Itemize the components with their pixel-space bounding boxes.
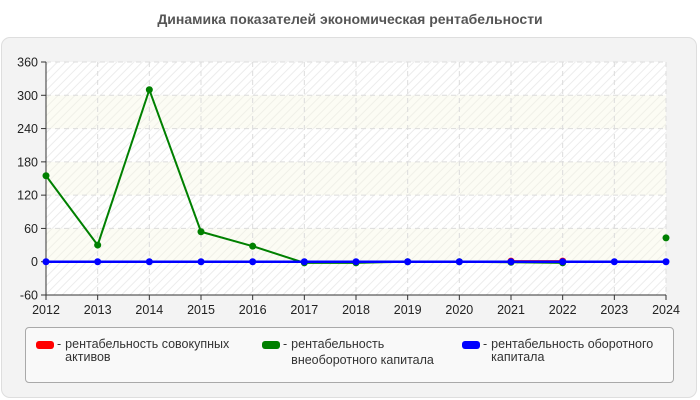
legend-item-noncurrent-capital[interactable]: - рентабельность внеоборотного капитала [262,338,434,367]
svg-text:2018: 2018 [342,303,370,317]
svg-text:2017: 2017 [290,303,318,317]
legend-dash: - [57,337,62,351]
svg-text:-60: -60 [20,289,38,303]
legend-swatch-blue [462,341,480,349]
svg-text:120: 120 [17,189,38,203]
svg-text:0: 0 [31,255,38,269]
legend-dash: - [283,337,288,351]
legend-swatch-red [36,341,54,349]
svg-text:360: 360 [17,56,38,70]
svg-text:300: 300 [17,89,38,103]
svg-text:60: 60 [24,222,38,236]
svg-text:180: 180 [17,155,38,169]
legend-label-line1: рентабельность оборотного [491,337,654,351]
svg-text:2022: 2022 [549,303,577,317]
svg-text:2019: 2019 [394,303,422,317]
series-2 [42,258,670,266]
svg-text:2015: 2015 [187,303,215,317]
svg-text:2014: 2014 [135,303,163,317]
legend-label: рентабельность совокупных активов [65,338,229,364]
x-axis-tick-labels: 2012 2013 2014 2015 2016 2017 2018 2019 2020 2021… [32,303,680,317]
gridlines [46,61,667,295]
svg-text:2021: 2021 [497,303,525,317]
svg-text:2024: 2024 [652,303,680,317]
legend-label-line2: активов [65,350,111,364]
legend-label-line1: рентабельность [291,337,385,351]
legend-item-total-assets[interactable]: - рентабельность совокупных активов [36,338,229,364]
data-series [42,86,670,267]
chart-title: Динамика показателей экономическая рента… [157,11,543,27]
legend-label: рентабельность оборотного капитала [491,338,653,364]
svg-text:2020: 2020 [445,303,473,317]
legend-label: рентабельность внеоборотного капитала [291,338,434,367]
legend-swatch-green [262,341,280,349]
legend-item-current-capital[interactable]: - рентабельность оборотного капитала [462,338,653,364]
svg-text:2016: 2016 [239,303,267,317]
svg-text:240: 240 [17,122,38,136]
svg-text:2012: 2012 [32,303,60,317]
legend-label-line1: рентабельность совокупных [65,337,230,351]
legend-label-line2: капитала [491,350,545,364]
svg-text:2023: 2023 [600,303,628,317]
legend-dash: - [483,337,488,351]
legend-label-line2: внеоборотного капитала [291,353,434,367]
svg-text:2013: 2013 [84,303,112,317]
y-axis-tick-labels: -60 0 60 120 180 240 300 360 [17,56,38,303]
chart-legend: - рентабельность совокупных активов - ре… [25,327,674,383]
